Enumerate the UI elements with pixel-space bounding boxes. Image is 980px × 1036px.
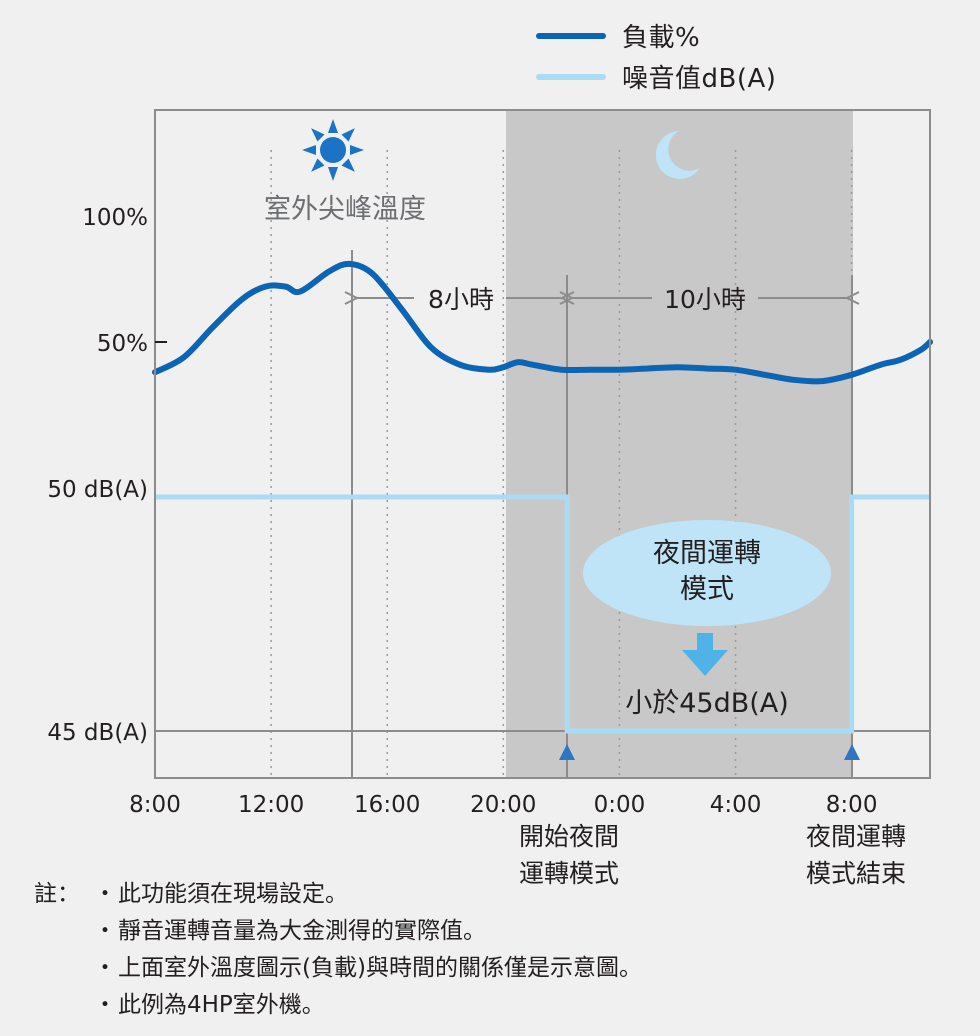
legend-item-load: 負載% bbox=[536, 17, 700, 54]
note-row: 註： ・ 此功能須在現場設定。 bbox=[34, 876, 642, 913]
night-mode-bubble-line2: 模式 bbox=[680, 574, 734, 605]
note-bullet: ・ bbox=[93, 955, 117, 981]
night-end-label-line1: 夜間運轉 bbox=[806, 822, 906, 851]
notes-prefix: 註： bbox=[34, 881, 80, 907]
load-series-line bbox=[152, 260, 933, 385]
legend-item-noise: 噪音值dB(A) bbox=[536, 58, 776, 95]
night-start-label-line1: 開始夜間 bbox=[519, 822, 619, 851]
triangle-marker-icon bbox=[559, 744, 575, 760]
note-item: 此功能須在現場設定。 bbox=[118, 881, 348, 907]
noise-limit-label: 小於45dB(A) bbox=[625, 688, 789, 719]
notes: 註： ・ 此功能須在現場設定。 ・ 靜音運轉音量為大金測得的實際值。 ・ 上面室… bbox=[34, 876, 642, 1024]
triangle-marker-icon bbox=[844, 744, 860, 760]
note-bullet: ・ bbox=[93, 881, 117, 907]
night-start-label-line2: 運轉模式 bbox=[519, 859, 619, 888]
note-row: ・ 上面室外溫度圖示(負載)與時間的關係僅是示意圖。 bbox=[34, 950, 642, 987]
x-tick-label: 8:00 bbox=[129, 792, 181, 818]
noise-series-line bbox=[155, 494, 930, 734]
note-row: ・ 靜音運轉音量為大金測得的實際值。 bbox=[34, 913, 642, 950]
night-end-label-line2: 模式結束 bbox=[806, 859, 906, 888]
x-tick-label: 20:00 bbox=[470, 792, 536, 818]
note-row: ・ 此例為4HP室外機。 bbox=[34, 987, 642, 1024]
note-item: 上面室外溫度圖示(負載)與時間的關係僅是示意圖。 bbox=[118, 955, 642, 981]
peak-temperature-label: 室外尖峰溫度 bbox=[264, 194, 426, 225]
note-item: 此例為4HP室外機。 bbox=[118, 992, 325, 1018]
down-arrow-icon bbox=[682, 633, 728, 676]
moon-icon bbox=[655, 131, 700, 179]
x-tick-label: 12:00 bbox=[238, 792, 304, 818]
span-10h-label: 10小時 bbox=[664, 285, 746, 314]
x-tick-label: 8:00 bbox=[826, 792, 878, 818]
legend-swatch-load bbox=[536, 32, 606, 39]
y-label-100: 100% bbox=[82, 205, 148, 231]
legend-swatch-noise bbox=[536, 73, 606, 80]
legend-label-load: 負載% bbox=[622, 23, 701, 53]
x-tick-label: 4:00 bbox=[710, 792, 762, 818]
legend-label-noise: 噪音值dB(A) bbox=[622, 64, 777, 94]
y-label-50: 50% bbox=[97, 331, 148, 357]
note-bullet: ・ bbox=[93, 992, 117, 1018]
y-label-noise-45: 45 dB(A) bbox=[47, 720, 148, 746]
note-item: 靜音運轉音量為大金測得的實際值。 bbox=[118, 918, 486, 944]
y-label-noise-50: 50 dB(A) bbox=[47, 477, 148, 503]
night-shade bbox=[506, 110, 853, 778]
night-mode-bubble bbox=[583, 520, 831, 626]
x-tick-labels: 8:00 12:00 16:00 20:00 0:00 4:00 8:00 bbox=[129, 792, 877, 818]
span-8h-label: 8小時 bbox=[428, 285, 494, 314]
night-mode-bubble-line1: 夜間運轉 bbox=[653, 538, 761, 569]
x-tick-label: 0:00 bbox=[594, 792, 646, 818]
x-tick-label: 16:00 bbox=[354, 792, 420, 818]
plot-frame bbox=[154, 109, 931, 779]
sun-icon bbox=[302, 119, 364, 181]
note-bullet: ・ bbox=[93, 918, 117, 944]
